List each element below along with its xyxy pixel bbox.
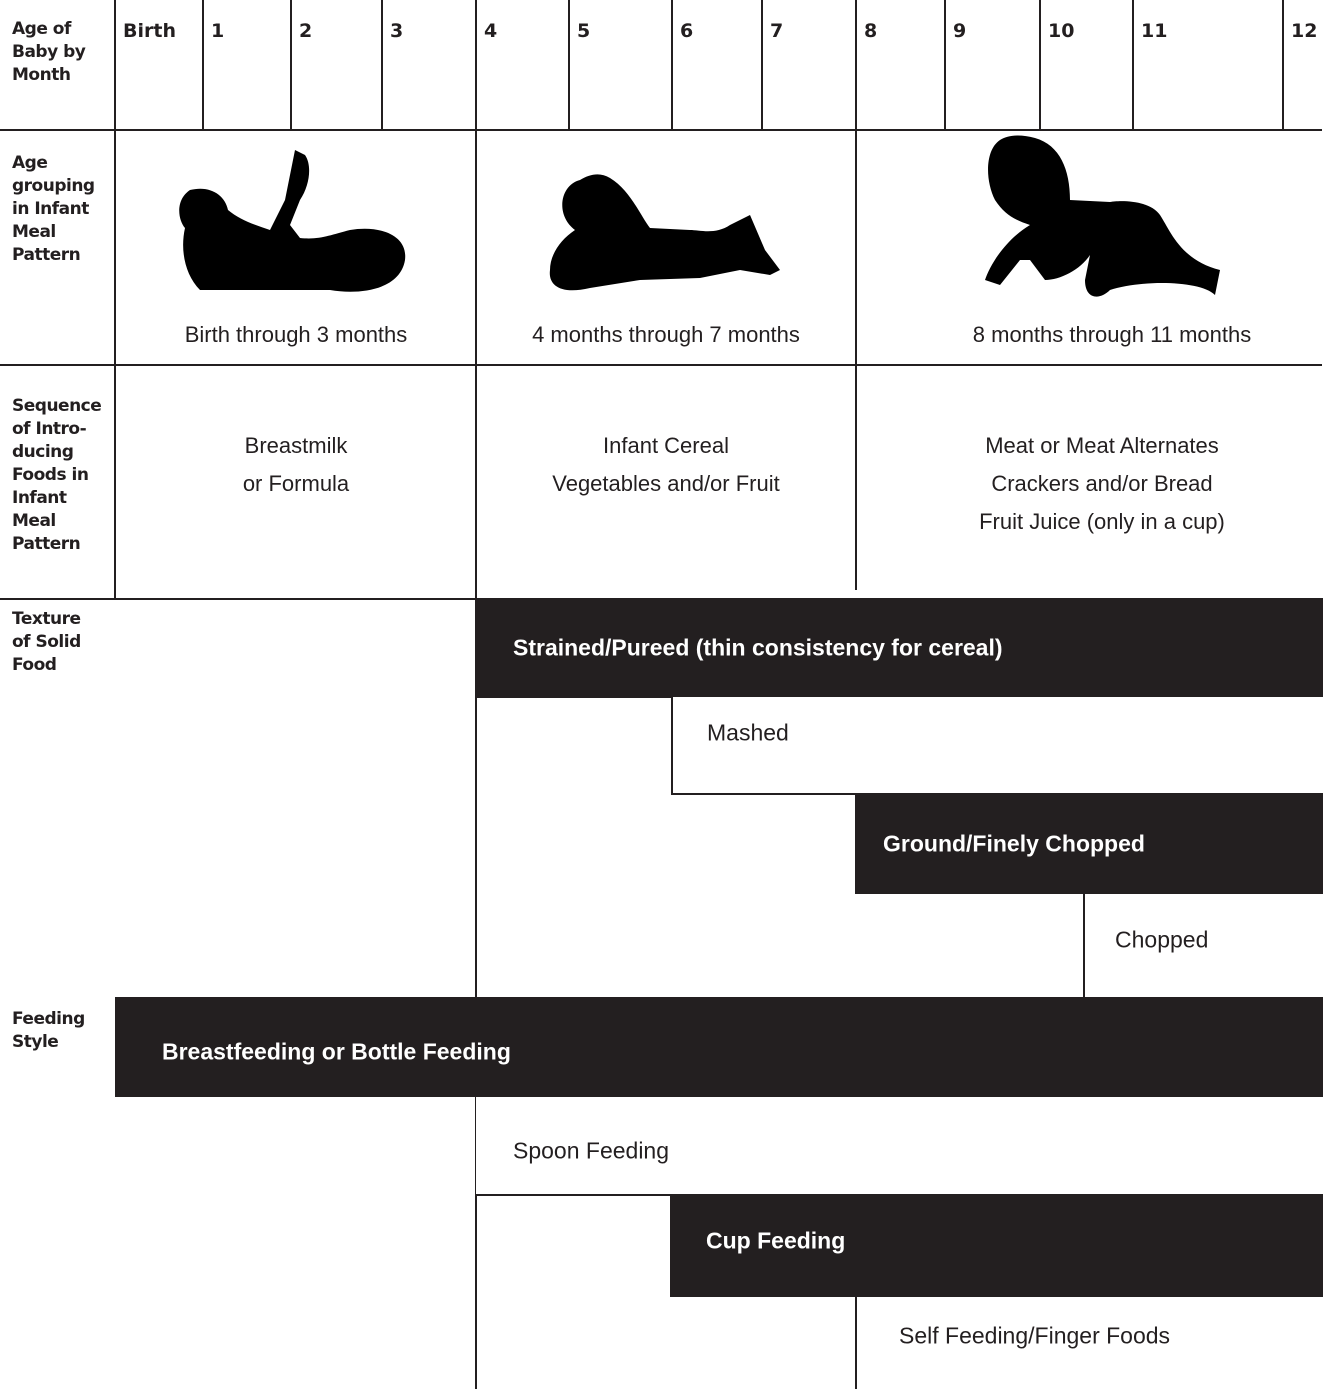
row-label: Feeding Style (12, 1008, 85, 1054)
baby-silhouettes (179, 135, 1220, 297)
label-line: of Solid (12, 632, 81, 652)
month-label: 4 (484, 20, 498, 42)
month-divider (1282, 0, 1284, 130)
label-line: Sequence (12, 396, 102, 416)
food-text: Infant Cereal Vegetables and/or Fruit (476, 427, 856, 503)
label-line: Baby by (12, 42, 86, 62)
texture-bar: Mashed (671, 697, 1323, 795)
group-text: 8 months through 11 months (856, 316, 1330, 354)
month-label: 5 (577, 20, 591, 42)
month-label: 1 (211, 20, 225, 42)
divider (0, 598, 476, 600)
month-divider (855, 0, 857, 130)
month-divider (475, 0, 477, 130)
stage-label: Ground/Finely Chopped (883, 830, 1145, 856)
divider (114, 0, 116, 600)
label-line: grouping (12, 176, 95, 196)
label-line: Foods in (12, 465, 89, 485)
food-line: or Formula (242, 471, 350, 496)
divider (0, 364, 1322, 366)
month-label: Birth (123, 20, 176, 42)
month-divider (944, 0, 946, 130)
stage-label: Strained/Pureed (thin consistency for ce… (513, 634, 1003, 661)
divider (0, 129, 1322, 131)
month-divider (1039, 0, 1041, 130)
label-line: Infant (12, 488, 67, 508)
label-line: Pattern (12, 534, 81, 554)
label-line: Food (12, 655, 57, 675)
month-label: 12 (1291, 20, 1318, 42)
month-label: 11 (1141, 20, 1168, 42)
feeding-bar: Spoon Feeding (476, 1097, 1323, 1196)
food-line: Infant Cereal (603, 433, 729, 458)
month-divider (671, 0, 673, 130)
label-line: Age (12, 153, 48, 173)
label-line: Meal (12, 511, 56, 531)
food-line: Vegetables and/or Fruit (552, 471, 780, 496)
feeding-bar: Self Feeding/Finger Foods (855, 1297, 1323, 1389)
divider (475, 130, 477, 1389)
label-line: Age of (12, 19, 71, 39)
stage-label: Spoon Feeding (513, 1137, 670, 1164)
month-label: 3 (390, 20, 404, 42)
month-label: 9 (953, 20, 967, 42)
label-line: of Intro- (12, 419, 87, 439)
row-label: Age of Baby by Month (12, 18, 86, 87)
month-label: 6 (680, 20, 694, 42)
label-line: Style (12, 1032, 59, 1052)
month-divider (568, 0, 570, 130)
stage-label: Cup Feeding (706, 1227, 846, 1254)
texture-bar: Ground/Finely Chopped (855, 793, 1323, 894)
feeding-bar: Breastfeeding or Bottle Feeding (115, 997, 1323, 1097)
month-label: 10 (1048, 20, 1075, 42)
food-line: Breastmilk (244, 433, 348, 458)
month-label: 7 (770, 20, 784, 42)
month-label: 2 (299, 20, 313, 42)
group-label: 4 months through 7 months (532, 322, 800, 347)
food-text: Meat or Meat Alternates Crackers and/or B… (856, 427, 1330, 541)
stage-label: Breastfeeding or Bottle Feeding (162, 1038, 511, 1065)
label-line: Month (12, 65, 71, 85)
label-line: Feeding (12, 1009, 85, 1029)
row-label: Age grouping in Infant Meal Pattern (12, 152, 95, 267)
group-text: 4 months through 7 months (476, 316, 856, 354)
row-label: Texture of Solid Food (12, 608, 81, 677)
texture-bar: Strained/Pureed (thin consistency for ce… (476, 598, 1323, 698)
row-label: Sequence of Intro-ducing Foods in Infant Mea… (12, 395, 102, 556)
label-line: Texture (12, 609, 81, 629)
label-line: Meal (12, 222, 56, 242)
food-line: Meat or Meat Alternates (985, 433, 1219, 458)
month-divider (202, 0, 204, 130)
food-line: Fruit Juice (only in a cup) (979, 509, 1225, 534)
label-line: ducing (12, 442, 74, 462)
feeding-bar: Cup Feeding (670, 1195, 1323, 1297)
group-label: Birth through 3 months (184, 322, 408, 347)
texture-bar: Chopped (1083, 894, 1323, 997)
stage-label: Chopped (1115, 926, 1209, 953)
divider (855, 130, 857, 590)
label-line: Pattern (12, 245, 81, 265)
stage-label: Self Feeding/Finger Foods (899, 1322, 1171, 1349)
group-text: Birth through 3 months (116, 316, 476, 354)
month-divider (761, 0, 763, 130)
food-text: Breastmilk or Formula (116, 427, 476, 503)
month-divider (381, 0, 383, 130)
month-divider (1132, 0, 1134, 130)
month-divider (290, 0, 292, 130)
group-label: 8 months through 11 months (972, 322, 1252, 347)
label-line: in Infant (12, 199, 89, 219)
month-label: 8 (864, 20, 878, 42)
stage-label: Mashed (707, 719, 789, 746)
food-line: Crackers and/or Bread (991, 471, 1213, 496)
